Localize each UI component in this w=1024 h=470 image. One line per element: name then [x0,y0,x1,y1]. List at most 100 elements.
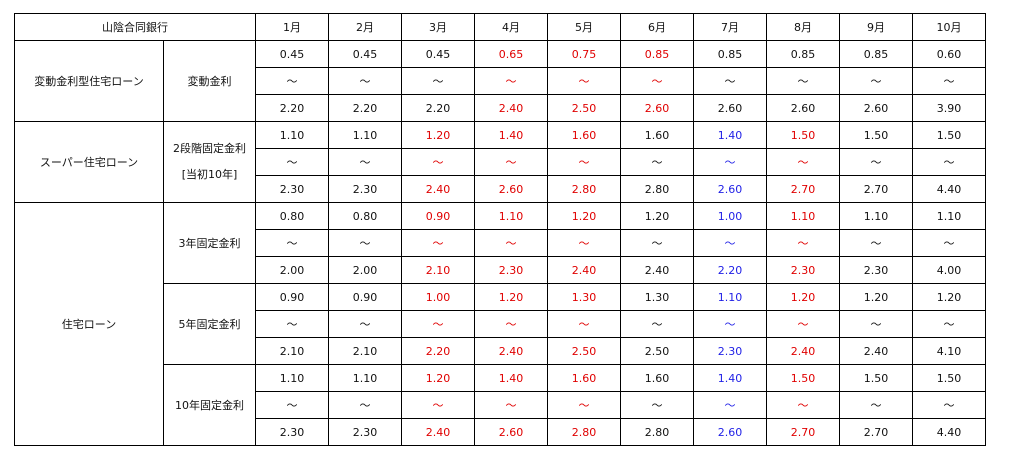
month-header: 4月 [474,13,548,41]
rate-min: 1.60 [644,128,670,142]
rate-max: 2.30 [863,263,889,277]
rate-max: 2.60 [498,182,524,196]
rate-cell: ～ [912,229,986,257]
rate-min: 1.20 [425,128,451,142]
plan-name-line: 変動金利 [187,75,232,88]
rate-cell: 1.40 [693,364,767,392]
rate-min: 1.60 [571,128,597,142]
rate-max: 2.10 [425,263,451,277]
rate-min: 0.80 [352,209,378,223]
rate-cell: ～ [474,391,548,419]
plan-name-line: [当初10年] [181,168,238,181]
rate-cell: 2.70 [766,418,840,446]
rate-max: 2.70 [790,182,816,196]
rate-max: 4.10 [936,344,962,358]
rate-cell: 2.30 [474,256,548,284]
rate-max: 2.70 [863,425,889,439]
rate-cell: 4.10 [912,337,986,365]
rate-cell: ～ [401,148,475,176]
rate-min: 1.50 [863,371,889,385]
header-row: 山陰合同銀行 1月 2月 3月 4月 5月 6月 7月 8月 9月 10月 [14,13,986,41]
rate-max: 2.40 [425,425,451,439]
rate-max: 4.40 [936,182,962,196]
rate-cell: ～ [693,391,767,419]
month-label: 8月 [794,21,812,34]
rate-cell: 0.45 [255,40,329,68]
month-header: 7月 [693,13,767,41]
rate-min: 0.75 [571,47,597,61]
rate-cell: 2.80 [620,175,694,203]
rate-cell: 0.85 [693,40,767,68]
rate-cell: 0.90 [255,283,329,311]
month-header: 3月 [401,13,475,41]
range-tilde: ～ [432,75,444,88]
rate-max: 2.30 [352,425,378,439]
rate-cell: 2.60 [693,418,767,446]
rate-cell: 2.50 [620,337,694,365]
rate-cell: ～ [620,310,694,338]
range-tilde: ～ [943,237,955,250]
rate-cell: 2.60 [839,94,913,122]
range-tilde: ～ [870,237,882,250]
rate-cell: ～ [912,67,986,95]
rate-cell: 3.90 [912,94,986,122]
rate-cell: ～ [547,67,621,95]
rate-cell: 1.50 [839,121,913,149]
month-header: 8月 [766,13,840,41]
rate-cell: ～ [328,148,402,176]
rate-cell: ～ [328,229,402,257]
range-tilde: ～ [359,75,371,88]
rate-max: 2.80 [571,425,597,439]
rate-cell: ～ [255,67,329,95]
rate-cell: 1.10 [328,121,402,149]
month-label: 6月 [648,21,666,34]
rate-max: 2.40 [644,263,670,277]
rate-min: 1.20 [644,209,670,223]
rate-cell: 2.40 [620,256,694,284]
rate-cell: ～ [255,148,329,176]
rate-cell: 2.50 [547,337,621,365]
rate-cell: 1.40 [693,121,767,149]
rate-cell: 1.60 [620,121,694,149]
rate-cell: 1.20 [547,202,621,230]
rate-min: 1.60 [571,371,597,385]
rate-cell: 1.20 [401,121,475,149]
month-label: 5月 [575,21,593,34]
rate-max: 2.20 [425,344,451,358]
rate-cell: ～ [620,391,694,419]
rate-cell: 2.60 [766,94,840,122]
rate-max: 2.20 [425,101,451,115]
rate-cell: 1.10 [912,202,986,230]
rate-cell: 2.20 [255,94,329,122]
rate-min: 0.60 [936,47,962,61]
rate-min: 0.85 [644,47,670,61]
rate-cell: 0.45 [328,40,402,68]
rate-cell: 2.40 [474,94,548,122]
rate-min: 1.50 [936,128,962,142]
rate-cell: 2.70 [766,175,840,203]
rate-min: 1.10 [936,209,962,223]
rate-cell: 2.30 [328,175,402,203]
rate-cell: 2.40 [547,256,621,284]
product-name-cell: スーパー住宅ローン [14,121,164,203]
rate-cell: 1.00 [693,202,767,230]
rate-min: 1.20 [863,290,889,304]
rate-cell: ～ [547,310,621,338]
rate-cell: 2.80 [620,418,694,446]
rate-cell: ～ [766,391,840,419]
range-tilde: ～ [432,156,444,169]
rate-cell: 0.80 [328,202,402,230]
rate-min: 1.10 [352,128,378,142]
rate-min: 1.20 [790,290,816,304]
product-name: 住宅ローン [61,318,117,331]
rate-max: 2.50 [644,344,670,358]
rate-cell: 0.90 [328,283,402,311]
rate-row-low: 住宅ローン 3年固定金利 0.80 0.80 0.90 1.10 1.20 1.20 1.00 1… [14,202,986,446]
range-tilde: ～ [797,237,809,250]
month-label: 4月 [502,21,520,34]
rate-max: 2.80 [571,182,597,196]
rate-cell: 1.50 [766,364,840,392]
rate-cell: 2.80 [547,175,621,203]
range-tilde: ～ [505,75,517,88]
rate-cell: 4.40 [912,175,986,203]
